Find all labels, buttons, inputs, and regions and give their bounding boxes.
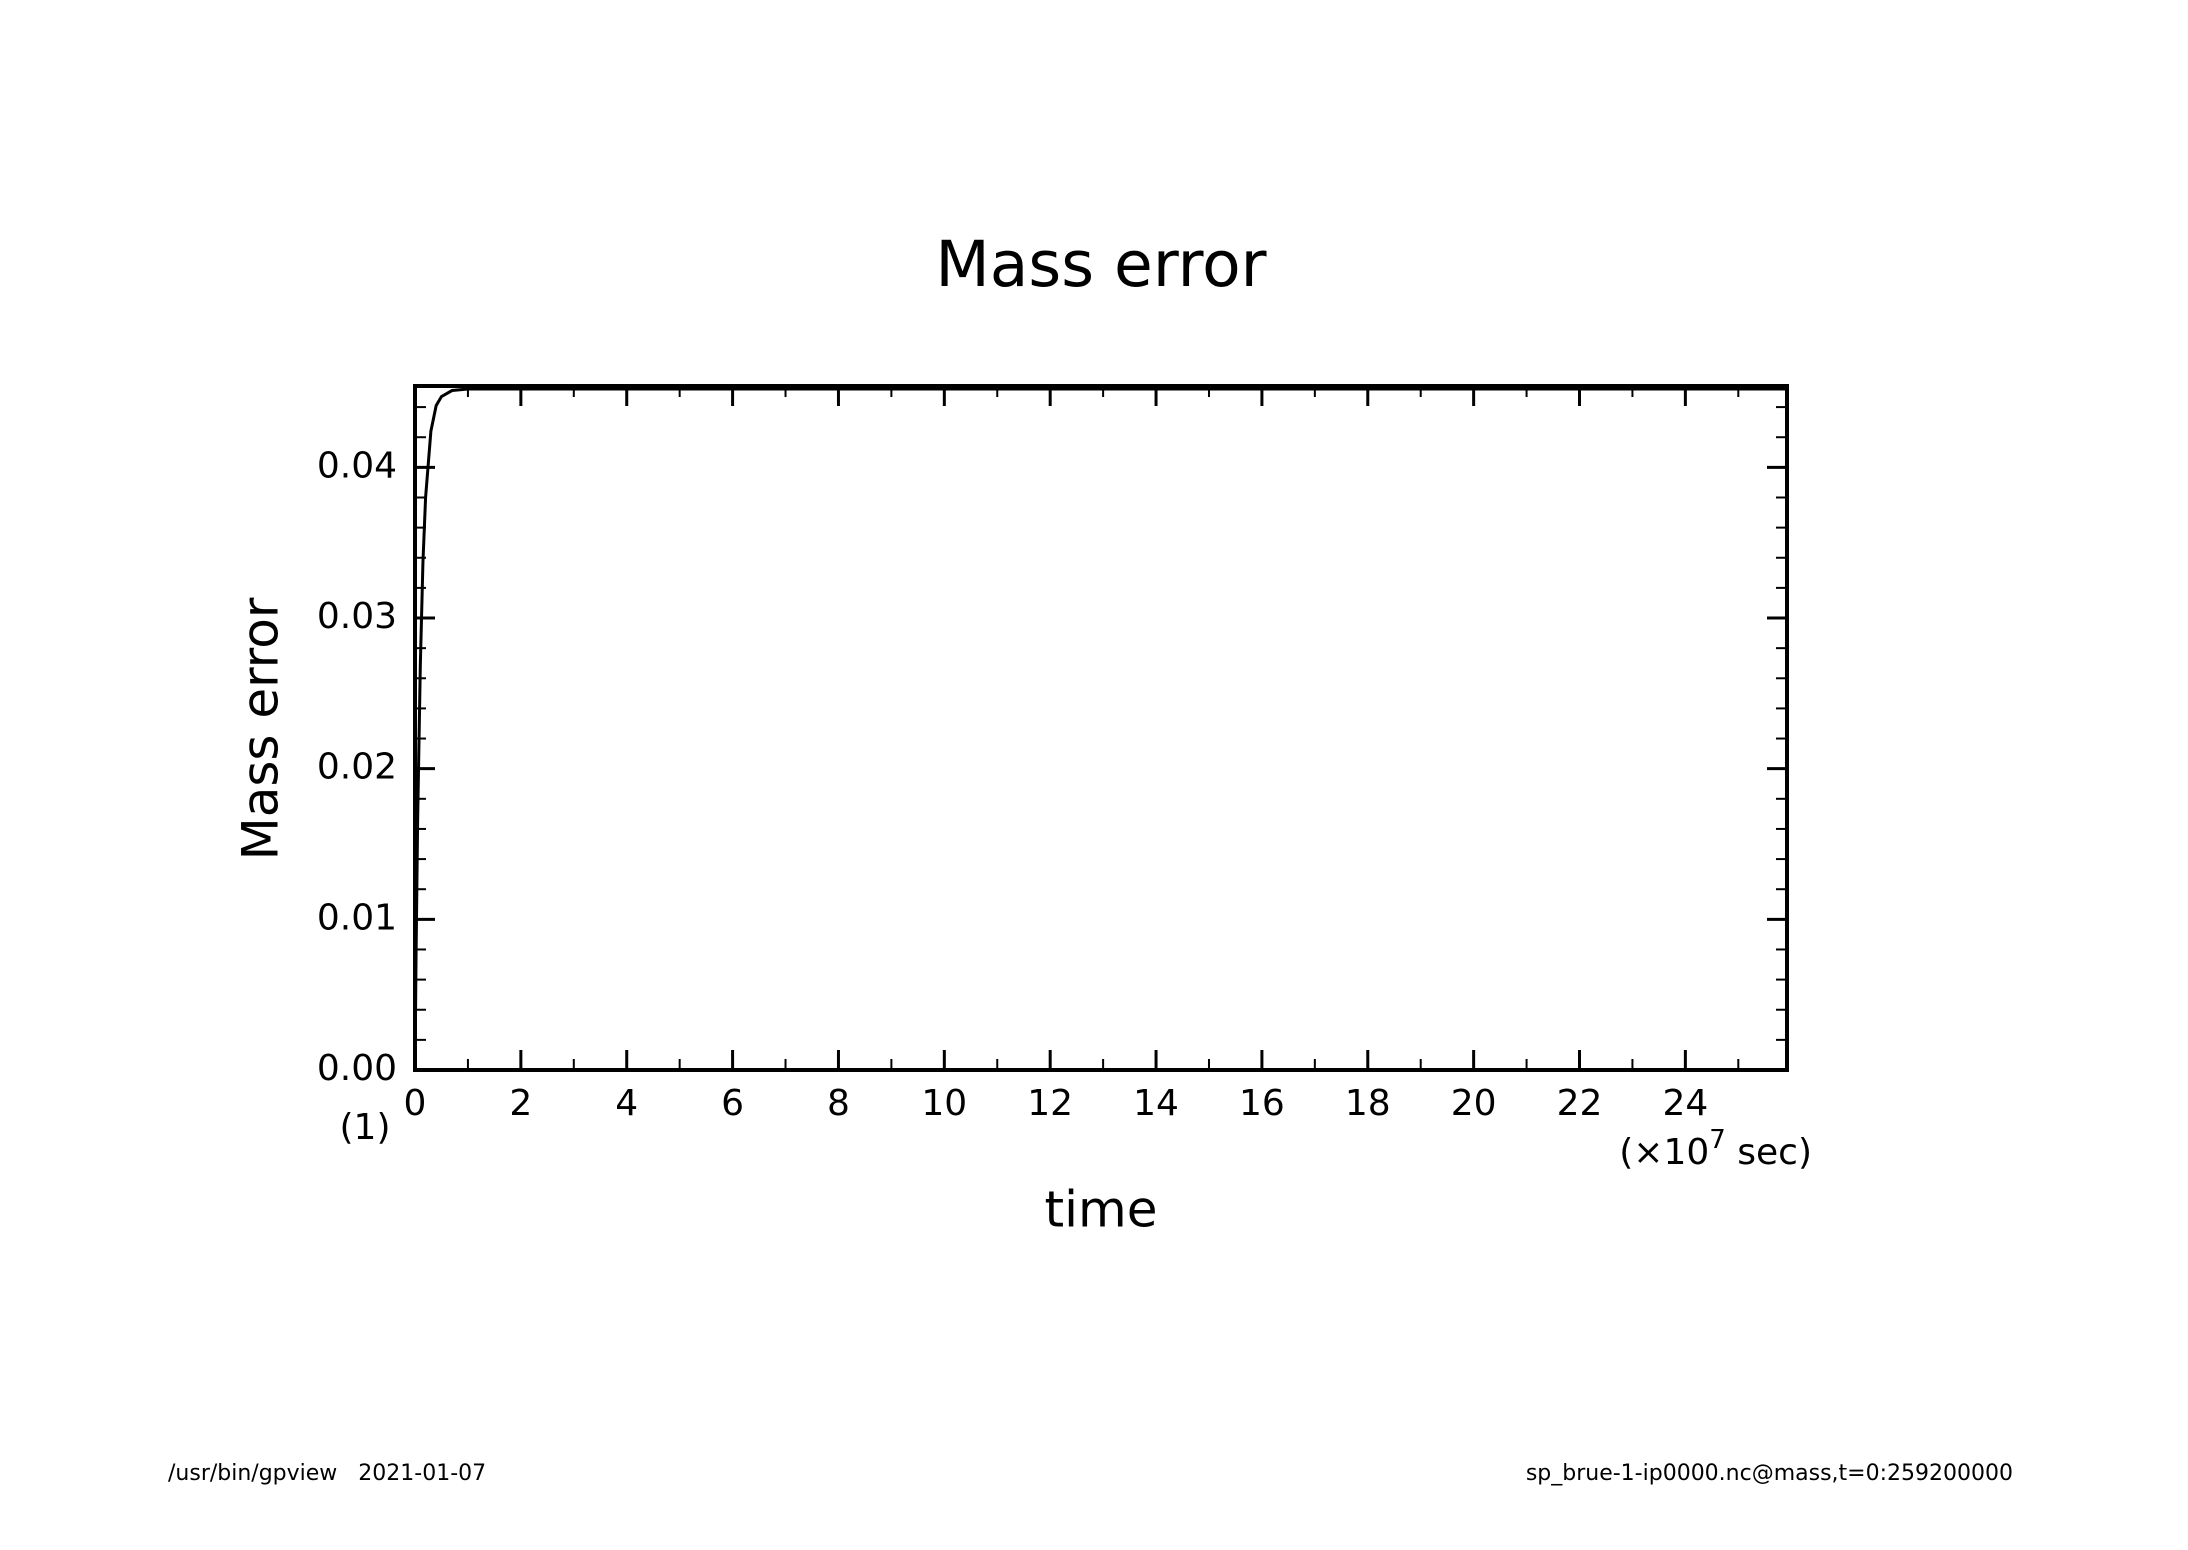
- x-tick-label: 20: [1451, 1083, 1497, 1124]
- y-axis-label: Mass error: [232, 597, 290, 860]
- y-tick-label: 0.04: [317, 445, 397, 486]
- x-tick-label: 10: [921, 1083, 967, 1124]
- x-tick-label: 12: [1027, 1083, 1073, 1124]
- y-tick-label: 0.03: [317, 596, 397, 637]
- x-tick-label: 2: [509, 1083, 532, 1124]
- y-tick-label: 0.00: [317, 1048, 397, 1089]
- footer-left: /usr/bin/gpview 2021-01-07: [168, 1461, 486, 1486]
- x-axis-label: time: [1045, 1181, 1158, 1239]
- x-tick-label: 8: [827, 1083, 850, 1124]
- y-tick-label: 0.01: [317, 897, 397, 938]
- x-tick-label: 16: [1239, 1083, 1285, 1124]
- x-tick-label: 4: [615, 1083, 638, 1124]
- panel-label: (1): [340, 1107, 391, 1148]
- y-tick-label: 0.02: [317, 747, 397, 788]
- unit-prefix: (×10: [1619, 1132, 1709, 1173]
- x-tick-label: 18: [1345, 1083, 1391, 1124]
- footer-right: sp_brue-1-ip0000.nc@mass,t=0:259200000: [1526, 1461, 2013, 1486]
- x-tick-label: 6: [721, 1083, 744, 1124]
- chart-title: Mass error: [935, 228, 1266, 301]
- plot-frame: [413, 384, 1789, 1072]
- x-tick-label: 24: [1662, 1083, 1708, 1124]
- x-tick-label: 0: [404, 1083, 427, 1124]
- unit-suffix: sec): [1726, 1132, 1812, 1173]
- unit-exponent: 7: [1709, 1125, 1726, 1155]
- x-tick-label: 14: [1133, 1083, 1179, 1124]
- x-tick-label: 22: [1557, 1083, 1603, 1124]
- data-line: [413, 387, 1787, 1071]
- x-unit-label: (×107 sec): [1619, 1125, 1812, 1174]
